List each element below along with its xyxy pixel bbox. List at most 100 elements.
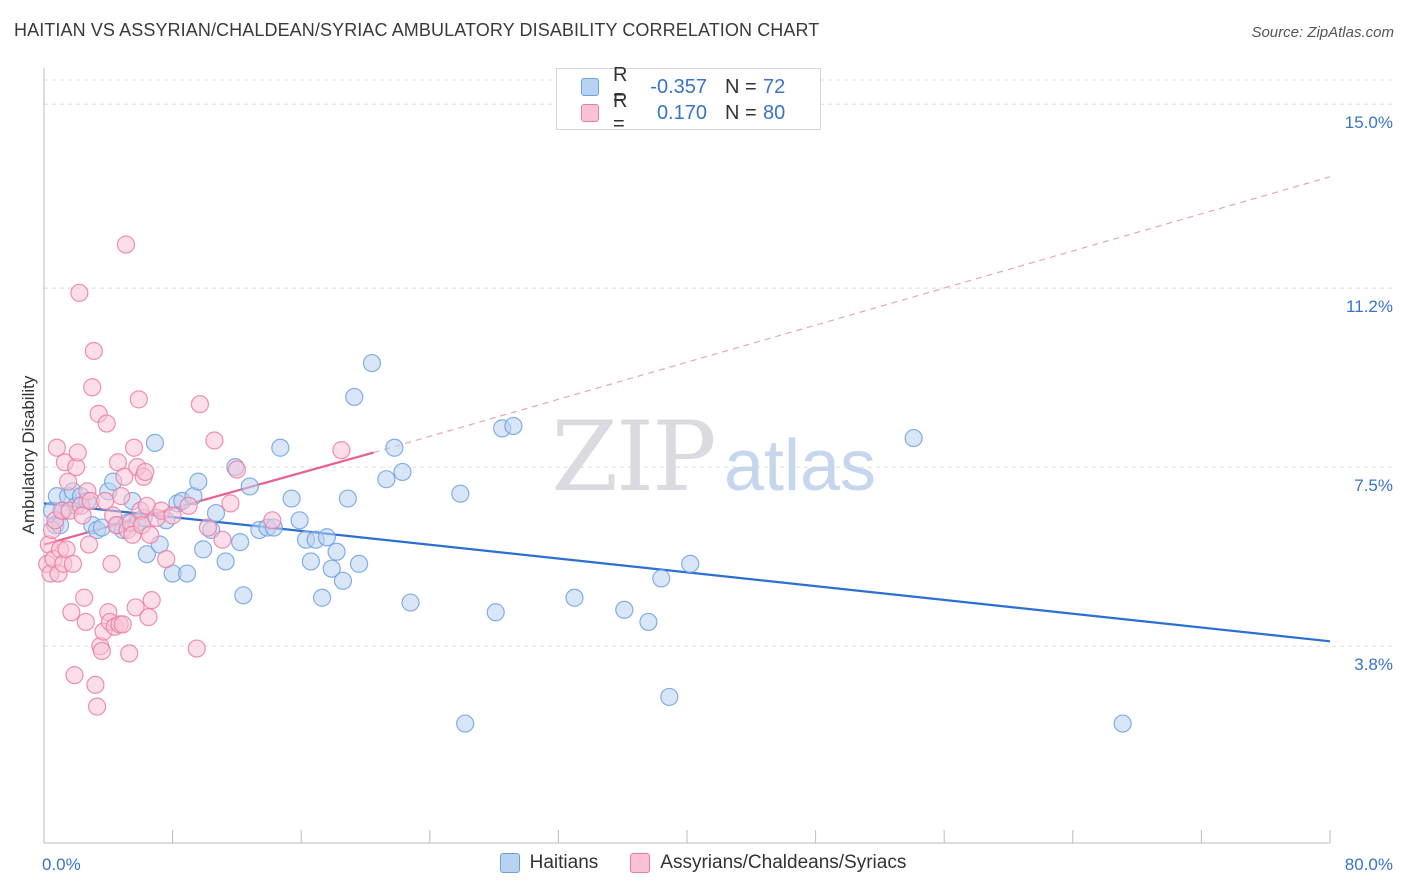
- legend-n-label: N =: [725, 75, 757, 98]
- legend-swatch-haitians: [581, 78, 599, 96]
- assyrians-point: [87, 697, 107, 716]
- x-tick-label-min: 0.0%: [42, 855, 81, 874]
- haitians-point: [206, 503, 226, 523]
- assyrians-point: [92, 641, 111, 661]
- haitians-point: [615, 600, 634, 619]
- assyrians-point: [221, 494, 240, 513]
- watermark: ZIP atlas: [551, 401, 876, 513]
- haitians-point: [301, 552, 320, 571]
- assyrians-point: [263, 511, 282, 530]
- assyrians-point: [140, 525, 160, 544]
- haitians-point: [137, 545, 156, 564]
- assyrians-point: [213, 530, 232, 549]
- assyrians-point: [75, 588, 94, 607]
- haitians-point: [377, 470, 396, 489]
- legend-r-value: -0.357: [650, 75, 707, 98]
- haitians-point: [486, 603, 505, 622]
- haitians-point: [189, 472, 208, 491]
- data-points: [38, 235, 1132, 733]
- legend-swatch-haitians: [499, 853, 520, 873]
- assyrians-point: [113, 615, 132, 634]
- haitians-point: [312, 588, 332, 607]
- assyrians-point: [126, 598, 145, 617]
- haitians-point: [240, 477, 259, 496]
- haitians-point: [345, 387, 364, 407]
- assyrians-point: [102, 554, 121, 573]
- haitians-point: [338, 489, 357, 508]
- assyrians-point: [136, 462, 155, 482]
- haitians-point: [681, 554, 700, 573]
- assyrians-trend-extension: [373, 176, 1331, 454]
- assyrians-point: [86, 675, 105, 694]
- assyrians-point: [142, 591, 161, 610]
- assyrians-point: [187, 639, 206, 658]
- haitians-point: [904, 428, 923, 448]
- legend-label-assyrians: Assyrians/Chaldeans/Syriacs: [660, 852, 907, 873]
- legend-row-haitians: R = -0.357 N = 72: [581, 64, 786, 109]
- haitians-point: [333, 571, 353, 590]
- assyrians-point: [62, 603, 81, 622]
- assyrians-point: [120, 644, 139, 663]
- assyrians-point: [205, 431, 224, 450]
- assyrians-point: [332, 441, 351, 460]
- y-tick-label: 15.0%: [1345, 113, 1393, 132]
- y-tick-label: 7.5%: [1354, 476, 1393, 495]
- haitians-point: [393, 462, 412, 482]
- chart-source: Source: ZipAtlas.com: [1251, 24, 1394, 41]
- y-axis-label: Ambulatory Disability: [19, 375, 38, 534]
- haitians-point: [194, 540, 213, 559]
- haitians-point: [177, 564, 197, 583]
- haitians-point: [362, 353, 382, 373]
- assyrians-point: [59, 472, 78, 491]
- haitians-point: [385, 438, 404, 457]
- haitians-point: [322, 559, 341, 578]
- assyrians-point: [79, 535, 99, 554]
- assyrians-point: [84, 341, 103, 361]
- haitians-point: [456, 714, 475, 733]
- tick-labels: 3.8% 7.5% 11.2% 15.0% 0.0% 80.0%: [42, 113, 1393, 874]
- assyrians-point: [179, 496, 198, 515]
- legend-n-value: 72: [763, 75, 786, 98]
- haitians-point: [317, 528, 337, 547]
- haitians-point: [639, 612, 658, 632]
- haitians-point: [327, 542, 346, 561]
- haitians-point: [234, 586, 253, 605]
- legend-swatch-assyrians: [630, 853, 651, 873]
- assyrians-point: [157, 549, 176, 569]
- haitians-point: [451, 484, 470, 503]
- assyrians-point: [73, 506, 92, 525]
- legend-label-haitians: Haitians: [529, 852, 599, 873]
- assyrians-point: [112, 487, 131, 506]
- assyrians-point: [70, 283, 89, 303]
- legend-swatch-assyrians: [581, 104, 599, 122]
- stats-legend: R = -0.357 N = 72 R = 0.170 N = 80: [556, 64, 821, 135]
- watermark-atlas: atlas: [724, 426, 876, 506]
- assyrians-point: [83, 378, 102, 397]
- legend-r-label: R =: [613, 90, 628, 135]
- legend-item-assyrians[interactable]: Assyrians/Chaldeans/Syriacs: [630, 852, 906, 874]
- haitians-point: [271, 438, 290, 457]
- haitians-point: [145, 433, 165, 453]
- watermark-zip: ZIP: [551, 401, 714, 513]
- assyrians-point: [68, 443, 87, 462]
- haitians-point: [216, 552, 235, 571]
- haitians-point: [349, 554, 369, 573]
- haitians-point: [401, 593, 420, 612]
- legend-item-haitians[interactable]: Haitians: [499, 852, 599, 874]
- axes: [43, 68, 1331, 844]
- assyrians-point: [190, 395, 210, 414]
- assyrians-point: [124, 438, 144, 457]
- assyrians-point: [115, 467, 134, 486]
- haitians-point: [231, 532, 250, 552]
- legend-r-label: R =: [613, 64, 628, 109]
- haitians-point: [660, 687, 679, 707]
- x-tick-label-max: 80.0%: [1345, 855, 1393, 874]
- assyrians-point: [198, 518, 218, 537]
- haitians-point: [565, 588, 584, 607]
- haitians-point: [1113, 714, 1132, 733]
- assyrians-point: [47, 438, 66, 457]
- y-tick-label: 11.2%: [1346, 297, 1393, 316]
- chart-title: HAITIAN VS ASSYRIAN/CHALDEAN/SYRIAC AMBU…: [14, 20, 820, 40]
- y-tick-label: 3.8%: [1354, 655, 1393, 674]
